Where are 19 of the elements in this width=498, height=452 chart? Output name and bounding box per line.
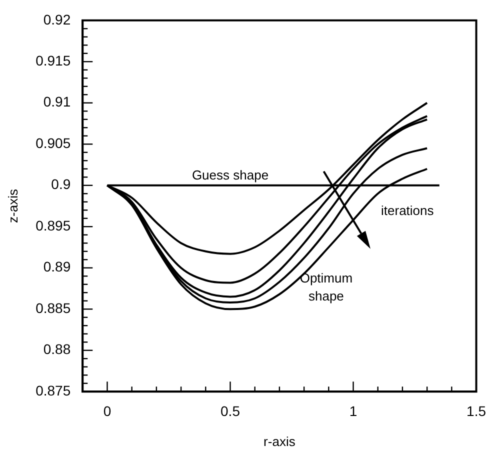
y-tick-label: 0.92 xyxy=(43,11,71,28)
y-tick-label: 0.89 xyxy=(43,258,71,275)
annotation: iterations xyxy=(381,202,434,218)
x-tick-label: 1 xyxy=(349,402,358,419)
y-tick-label: 0.905 xyxy=(36,134,71,151)
annotation: Guess shape xyxy=(192,167,269,182)
annotation: Optimum shape xyxy=(300,270,353,304)
y-tick-label: 0.895 xyxy=(36,217,71,234)
x-axis-title: r-axis xyxy=(264,434,296,449)
x-tick-label: 0 xyxy=(103,402,112,419)
x-tick-label: 1.5 xyxy=(466,402,486,419)
y-tick-label: 0.885 xyxy=(36,300,71,316)
x-tick-label: 0.5 xyxy=(220,402,240,419)
y-tick-label: 0.91 xyxy=(43,94,71,110)
y-tick-label: 0.9 xyxy=(51,176,71,192)
y-tick-label: 0.915 xyxy=(36,52,71,69)
y-tick-label: 0.88 xyxy=(43,341,71,358)
y-axis-title: z-axis xyxy=(5,188,20,223)
y-tick-label: 0.875 xyxy=(36,382,71,398)
